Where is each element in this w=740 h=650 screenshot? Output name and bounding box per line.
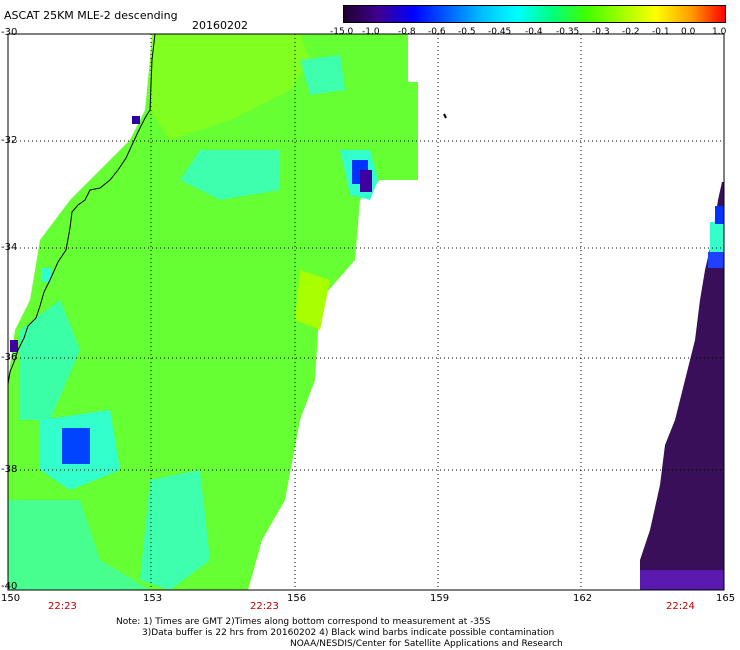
swath-purple-patch xyxy=(640,570,724,590)
map-title: ASCAT 25KM MLE-2 descending xyxy=(4,9,178,22)
swath-blue-patch xyxy=(62,428,90,464)
swath-blue-patch xyxy=(708,252,724,268)
lon-label: 165 xyxy=(716,593,736,604)
lon-label: 153 xyxy=(143,593,163,604)
pass-time: 22:23 xyxy=(48,601,77,612)
lat-label: -40 xyxy=(1,581,18,592)
swath-purple-fill xyxy=(640,182,724,590)
swath-cyan-patch xyxy=(8,500,150,590)
swath-cyan-patch xyxy=(20,300,80,420)
swath-patch xyxy=(150,34,310,140)
colorbar-label: -0.4 xyxy=(525,27,543,37)
wind-barb xyxy=(443,113,447,119)
note-line: NOAA/NESDIS/Center for Satellite Applica… xyxy=(290,639,563,649)
swath-purple-patch xyxy=(132,116,140,124)
pass-time: 22:24 xyxy=(666,601,695,612)
note-line: 3)Data buffer is 22 hrs from 20160202 4)… xyxy=(142,628,555,638)
colorbar-label: -15.0 xyxy=(330,27,354,37)
lon-label: 162 xyxy=(573,593,593,604)
lon-label: 156 xyxy=(287,593,307,604)
colorbar-label: -1.0 xyxy=(362,27,380,37)
map-frame xyxy=(7,33,725,591)
coastline xyxy=(7,33,156,400)
lat-label: -36 xyxy=(1,352,18,363)
colorbar-label: -0.1 xyxy=(652,27,670,37)
swath-cyan-patch xyxy=(180,150,280,200)
swath-blue-patch xyxy=(715,206,724,224)
right-swath xyxy=(640,182,724,590)
note-line: Note: 1) Times are GMT 2)Times along bot… xyxy=(116,617,491,627)
colorbar xyxy=(343,5,726,23)
swath-cyan-patch xyxy=(710,222,724,252)
colorbar-label: -0.45 xyxy=(488,27,512,37)
left-swath xyxy=(8,34,418,590)
colorbar-label: -0.2 xyxy=(622,27,640,37)
lat-label: -32 xyxy=(1,135,18,146)
colorbar-label: 1.0 xyxy=(712,27,727,37)
gridlines xyxy=(8,34,724,590)
swath-cyan-patch xyxy=(300,55,345,95)
swath-cyan-patch xyxy=(42,268,52,282)
colorbar-label: -0.8 xyxy=(398,27,416,37)
swath-yellowgreen-patch xyxy=(295,270,330,330)
map-date: 20160202 xyxy=(192,19,248,32)
lat-label: -30 xyxy=(1,27,18,38)
pass-time: 22:23 xyxy=(250,601,279,612)
swath-purple-patch xyxy=(360,170,372,192)
swath-purple-patch xyxy=(10,340,18,352)
swath-cyan-patch xyxy=(140,470,210,590)
lon-label: 159 xyxy=(430,593,450,604)
colorbar-label: -0.6 xyxy=(428,27,446,37)
lat-label: -38 xyxy=(1,464,18,475)
lat-label: -34 xyxy=(1,242,18,253)
colorbar-label: 0.0 xyxy=(681,27,696,37)
colorbar-label: -0.3 xyxy=(592,27,610,37)
colorbar-label: -0.5 xyxy=(458,27,476,37)
lon-label: 150 xyxy=(1,593,21,604)
colorbar-label: -0.35 xyxy=(556,27,580,37)
